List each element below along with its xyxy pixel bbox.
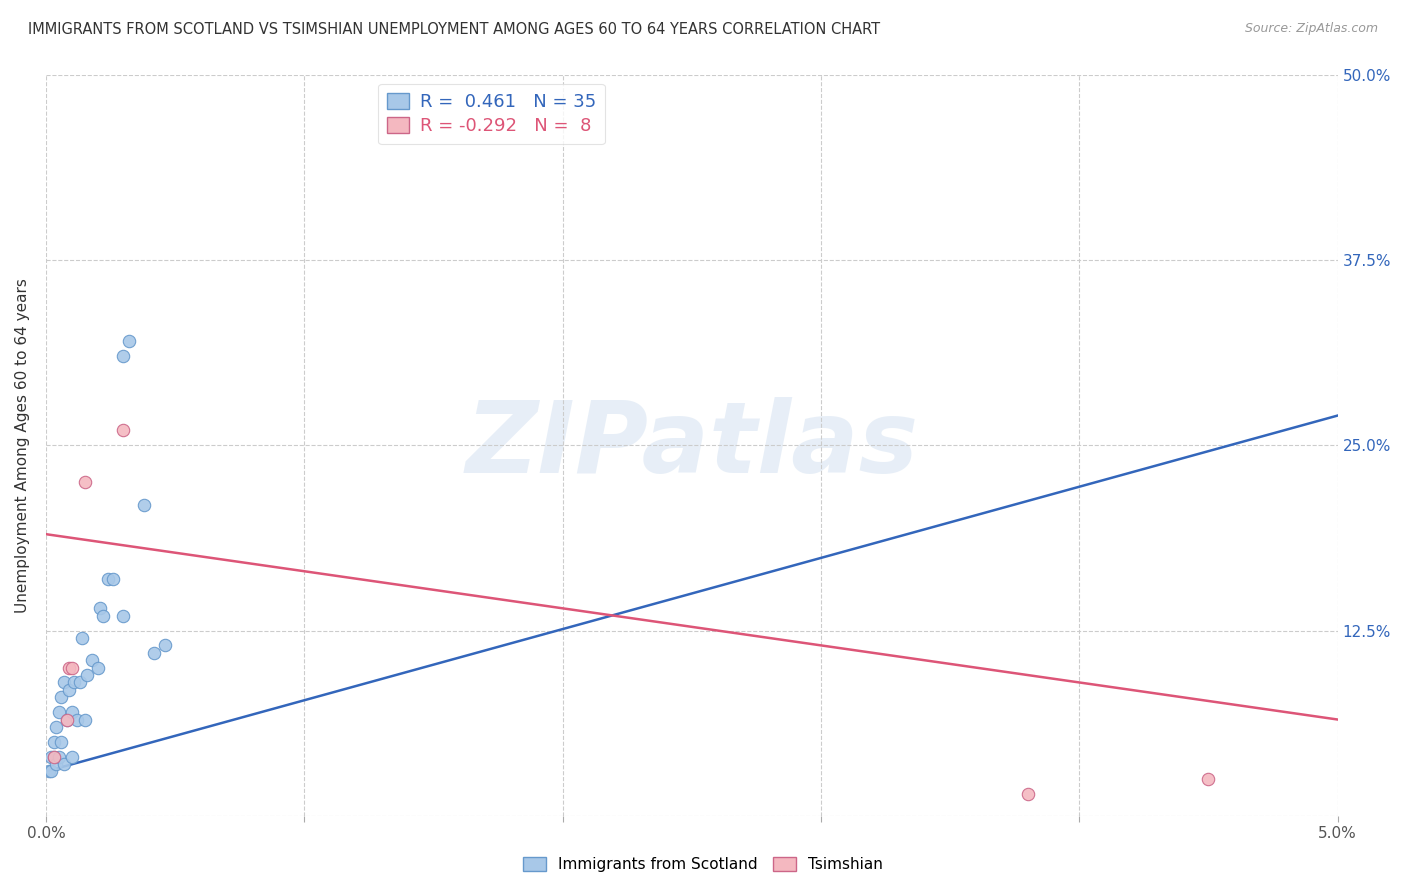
Point [112, 608, 135, 623]
Point [70, 631, 93, 645]
Point [48, 749, 70, 764]
Point [143, 646, 166, 660]
Point [86, 660, 108, 674]
Point [89, 601, 111, 615]
Point [53, 757, 76, 772]
Legend: Immigrants from Scotland, Tsimshian: Immigrants from Scotland, Tsimshian [516, 849, 890, 880]
Point [58, 660, 80, 674]
Text: ZIPatlas: ZIPatlas [465, 397, 918, 493]
Point [58, 682, 80, 697]
Point [42, 749, 65, 764]
Point [55, 713, 77, 727]
Y-axis label: Unemployment Among Ages 60 to 64 years: Unemployment Among Ages 60 to 64 years [15, 277, 30, 613]
Point [73, 475, 96, 490]
Point [39, 764, 62, 779]
Point [134, 498, 156, 512]
Text: Source: ZipAtlas.com: Source: ZipAtlas.com [1244, 22, 1378, 36]
Point [76, 668, 98, 682]
Point [73, 713, 96, 727]
Point [42, 749, 65, 764]
Point [39, 749, 62, 764]
Legend: R =  0.461   N = 35, R = -0.292   N =  8: R = 0.461 N = 35, R = -0.292 N = 8 [378, 84, 605, 145]
Point [66, 713, 89, 727]
Point [1017, 787, 1039, 801]
Point [60, 705, 83, 719]
Point [51, 690, 73, 705]
Point [38, 764, 60, 779]
Point [42, 735, 65, 749]
Point [53, 675, 76, 690]
Text: IMMIGRANTS FROM SCOTLAND VS TSIMSHIAN UNEMPLOYMENT AMONG AGES 60 TO 64 YEARS COR: IMMIGRANTS FROM SCOTLAND VS TSIMSHIAN UN… [28, 22, 880, 37]
Point [55, 713, 77, 727]
Point [91, 608, 114, 623]
Point [153, 639, 176, 653]
Point [117, 334, 139, 349]
Point [112, 349, 135, 363]
Point [101, 572, 124, 586]
Point [112, 423, 135, 437]
Point [45, 757, 67, 772]
Point [63, 675, 86, 690]
Point [48, 705, 70, 719]
Point [69, 675, 91, 690]
Point [51, 735, 73, 749]
Point [97, 572, 120, 586]
Point [60, 660, 83, 674]
Point [45, 720, 67, 734]
Point [60, 749, 83, 764]
Point [82, 653, 104, 667]
Point [1198, 772, 1220, 786]
